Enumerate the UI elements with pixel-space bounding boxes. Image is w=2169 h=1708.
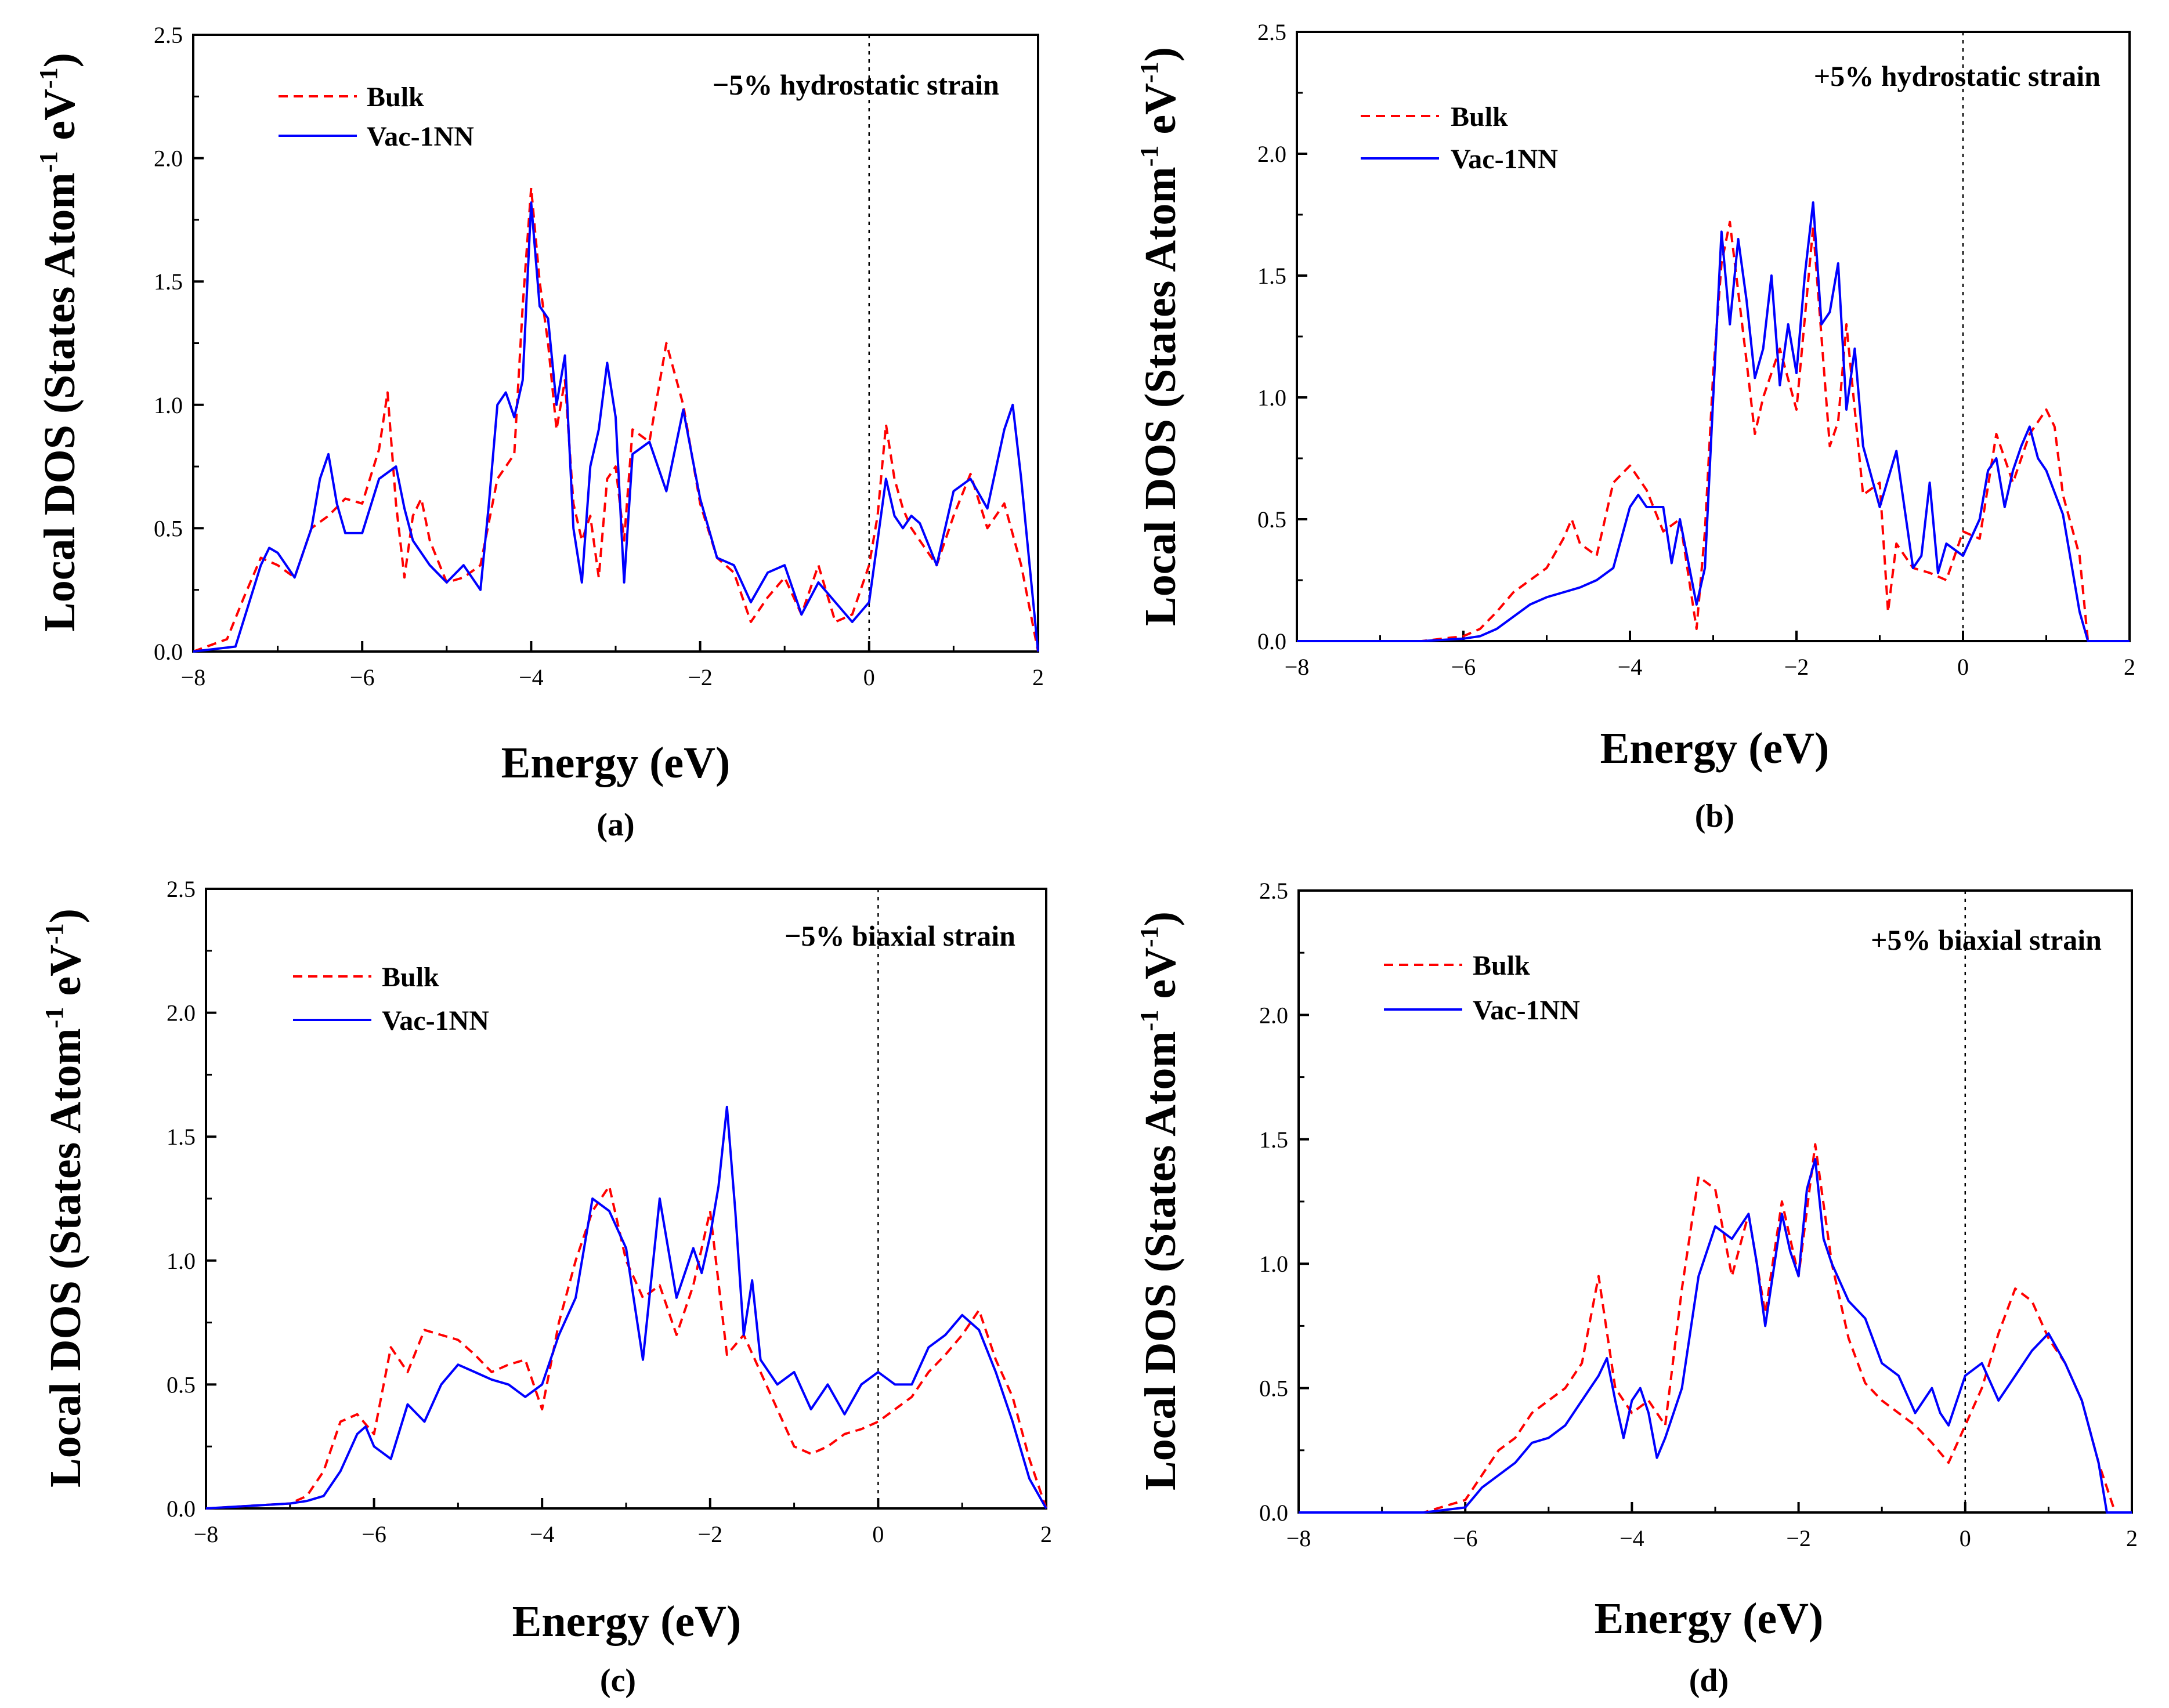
plot-frame <box>192 34 1039 653</box>
panel-caption: (a) <box>597 807 634 843</box>
x-tick-label: −6 <box>362 1521 386 1547</box>
x-tick-label: −6 <box>350 664 375 690</box>
x-tick-label: −6 <box>1451 654 1476 680</box>
y-tick-label: 0.0 <box>1257 628 1286 654</box>
y-tick-label: 2.0 <box>1259 1002 1288 1028</box>
x-axis-title: Energy (eV) <box>1600 724 1830 773</box>
x-tick-label: −2 <box>1786 1525 1811 1551</box>
strain-annotation: +5% hydrostatic strain <box>1814 60 2101 92</box>
legend-bulk-label: Bulk <box>367 82 424 113</box>
strain-annotation: +5% biaxial strain <box>1871 924 2102 956</box>
x-tick-label: −4 <box>1619 1525 1644 1551</box>
x-tick-label: 0 <box>1957 654 1969 680</box>
y-tick-label: 0.0 <box>1259 1500 1288 1526</box>
series-bulk-line <box>1297 220 2130 642</box>
plot-frame <box>1297 889 2133 1514</box>
strain-annotation: −5% hydrostatic strain <box>713 68 999 101</box>
y-tick-label: 0.5 <box>1259 1376 1288 1402</box>
series-bulk-line <box>1299 1143 2132 1514</box>
y-tick-label: 0.0 <box>167 1496 196 1522</box>
plot-frame <box>205 888 1047 1510</box>
x-tick-label: −8 <box>194 1521 219 1547</box>
x-tick-label: −6 <box>1453 1525 1478 1551</box>
y-axis-title: Local DOS (States Atom-1 eV-1) <box>34 53 84 632</box>
legend-bulk-label: Bulk <box>1451 102 1508 132</box>
y-tick-label: 2.5 <box>154 22 183 48</box>
x-tick-label: 2 <box>1040 1521 1052 1547</box>
y-tick-label: 1.0 <box>154 392 183 418</box>
x-tick-label: −4 <box>1618 654 1643 680</box>
panel-caption: (c) <box>600 1663 636 1699</box>
y-tick-label: 1.5 <box>1259 1127 1288 1153</box>
y-tick-label: 2.5 <box>1257 19 1286 45</box>
panel-b: −8 −6 −4 −2 0 2 0.0 0.5 1.0 1.5 2.0 2.5 Bulk Vac-1N… <box>1135 19 2135 834</box>
x-tick-label: −2 <box>688 664 713 690</box>
series-vac-1nn-line <box>205 1105 1047 1510</box>
series-vac-1nn-line <box>1297 201 2130 642</box>
y-tick-label: 1.5 <box>154 269 183 295</box>
series-layer <box>1297 201 2130 642</box>
y-tick-label: 0.5 <box>154 515 183 541</box>
x-tick-label: 0 <box>872 1521 884 1547</box>
series-vac-1nn-line <box>193 201 1039 653</box>
x-tick-label: 2 <box>2126 1525 2138 1551</box>
axis-ticks: −8 −6 −4 −2 0 2 0.0 0.5 1.0 1.5 2.0 2.5 <box>154 22 1044 690</box>
x-tick-label: 0 <box>1960 1525 1971 1551</box>
series-layer <box>205 1105 1047 1510</box>
y-tick-label: 1.5 <box>1257 263 1286 289</box>
x-tick-label: −8 <box>181 664 206 690</box>
panel-c: −8 −6 −4 −2 0 2 0.0 0.5 1.0 1.5 2.0 2.5 Bulk Vac-1N… <box>40 876 1052 1699</box>
x-tick-label: 2 <box>1032 664 1044 690</box>
panel-d: −8 −6 −4 −2 0 2 0.0 0.5 1.0 1.5 2.0 2.5 Bulk Vac-1N… <box>1135 878 2138 1699</box>
y-tick-label: 0.0 <box>154 639 183 665</box>
y-axis-title: Local DOS (States Atom-1 eV-1) <box>40 909 90 1488</box>
y-tick-label: 1.5 <box>167 1124 196 1150</box>
axis-ticks: −8 −6 −4 −2 0 2 0.0 0.5 1.0 1.5 2.0 2.5 <box>1259 878 2138 1551</box>
series-layer <box>193 186 1039 653</box>
y-tick-label: 1.0 <box>167 1248 196 1274</box>
panel-a: −8 −6 −4 −2 0 2 0.0 0.5 1.0 1.5 2.0 2.5 Bulk Vac-1N… <box>34 22 1044 843</box>
legend-bulk-label: Bulk <box>1473 950 1530 981</box>
series-layer <box>1299 1143 2132 1514</box>
y-tick-label: 2.5 <box>1259 878 1288 904</box>
y-tick-label: 1.0 <box>1257 385 1286 411</box>
x-tick-label: −4 <box>519 664 544 690</box>
y-tick-label: 2.0 <box>1257 141 1286 167</box>
legend-vac-label: Vac-1NN <box>1451 144 1558 175</box>
x-tick-label: 0 <box>863 664 875 690</box>
legend-bulk-label: Bulk <box>382 962 439 993</box>
series-bulk-line <box>205 1185 1047 1510</box>
panel-caption: (b) <box>1695 798 1734 834</box>
y-axis-title: Local DOS (States Atom-1 eV-1) <box>1135 47 1185 626</box>
x-tick-label: −2 <box>1784 654 1809 680</box>
axis-ticks: −8 −6 −4 −2 0 2 0.0 0.5 1.0 1.5 2.0 2.5 <box>167 876 1052 1547</box>
x-axis-title: Energy (eV) <box>512 1597 742 1646</box>
legend-vac-label: Vac-1NN <box>1473 995 1580 1026</box>
x-tick-label: −2 <box>698 1521 723 1547</box>
x-tick-label: −8 <box>1286 1525 1311 1551</box>
series-bulk-line <box>193 186 1039 653</box>
y-tick-label: 0.5 <box>167 1372 196 1398</box>
y-tick-label: 2.0 <box>154 146 183 172</box>
plot-frame <box>1296 31 2131 642</box>
y-tick-label: 1.0 <box>1259 1251 1288 1277</box>
y-axis-title: Local DOS (States Atom-1 eV-1) <box>1135 911 1185 1490</box>
x-axis-title: Energy (eV) <box>1595 1594 1824 1643</box>
x-tick-label: 2 <box>2124 654 2135 680</box>
axis-ticks: −8 −6 −4 −2 0 2 0.0 0.5 1.0 1.5 2.0 2.5 <box>1257 19 2135 680</box>
y-tick-label: 0.5 <box>1257 506 1286 533</box>
legend-vac-label: Vac-1NN <box>382 1005 489 1036</box>
x-axis-title: Energy (eV) <box>501 739 731 787</box>
series-vac-1nn-line <box>1299 1158 2132 1514</box>
y-tick-label: 2.5 <box>167 876 196 902</box>
x-tick-label: −8 <box>1285 654 1310 680</box>
x-tick-label: −4 <box>530 1521 555 1547</box>
panel-caption: (d) <box>1689 1663 1729 1699</box>
legend-vac-label: Vac-1NN <box>367 121 474 152</box>
y-tick-label: 2.0 <box>167 1000 196 1026</box>
strain-annotation: −5% biaxial strain <box>785 920 1015 952</box>
